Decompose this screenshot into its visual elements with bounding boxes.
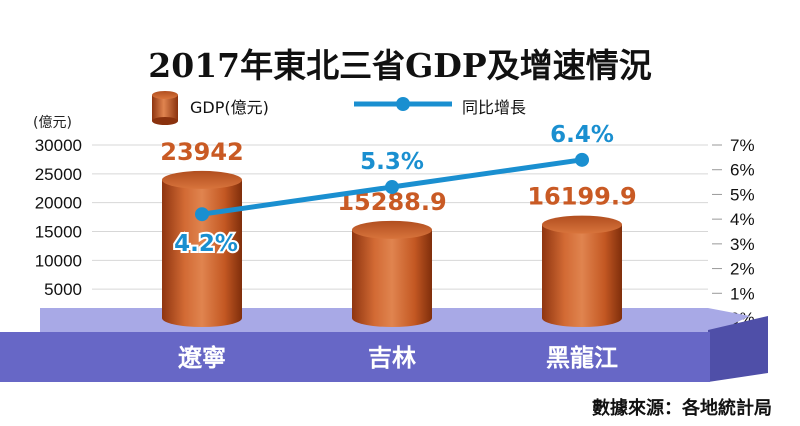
- y-left-tick-label: 10000: [35, 251, 82, 270]
- source-note: 數據來源：各地統計局: [592, 397, 772, 419]
- y-right-axis: 0%1%2%3%4%5%6%7%: [712, 136, 755, 328]
- bar-value-label: 16199.9: [527, 183, 636, 211]
- growth-line-series: [195, 152, 589, 222]
- growth-value-label: 5.3%: [360, 149, 424, 175]
- legend: GDP(億元) 同比增長: [152, 91, 526, 125]
- bar: [352, 220, 432, 327]
- bar-body: [162, 179, 242, 327]
- bar-top: [542, 215, 622, 234]
- y-right-tick-label: 6%: [730, 161, 755, 180]
- category-label: 吉林: [368, 344, 416, 372]
- legend-bar-label: GDP(億元): [190, 98, 269, 117]
- y-right-tick-label: 2%: [730, 260, 755, 279]
- y-right-tick-label: 3%: [730, 235, 755, 254]
- y-right-tick-label: 4%: [730, 210, 755, 229]
- legend-line-swatch: [354, 97, 452, 111]
- growth-value-label: 4.2%: [174, 231, 238, 257]
- growth-point: [575, 152, 589, 167]
- category-labels: 遼寧 吉林 黑龍江: [178, 344, 618, 372]
- y-right-tick-label: 1%: [730, 284, 755, 303]
- y-left-tick-label: 5000: [44, 280, 82, 299]
- growth-value-label: 6.4%: [550, 122, 614, 148]
- category-label: 遼寧: [178, 344, 226, 372]
- growth-value-labels: 4.2% 5.3% 6.4%: [172, 120, 616, 259]
- y-left-tick-label: 15000: [35, 223, 82, 242]
- y-left-tick-label: 25000: [35, 165, 82, 184]
- legend-line-label: 同比增長: [462, 98, 526, 117]
- y-right-tick-label: 7%: [730, 136, 755, 155]
- y-left-axis: 050001000015000200002500030000: [35, 136, 82, 328]
- y-left-tick-label: 20000: [35, 194, 82, 213]
- bar: [162, 170, 242, 327]
- growth-point: [195, 207, 209, 222]
- growth-point: [385, 180, 399, 195]
- bar: [542, 215, 622, 327]
- y-left-unit-label: (億元): [33, 115, 72, 131]
- bars: [162, 170, 622, 327]
- y-right-tick-label: 5%: [730, 185, 755, 204]
- bar-body: [352, 229, 432, 327]
- bar-value-label: 23942: [160, 138, 244, 166]
- y-left-tick-label: 30000: [35, 136, 82, 155]
- legend-bar-swatch: [152, 91, 178, 125]
- bar-top: [352, 220, 432, 239]
- bar-top: [162, 170, 242, 189]
- bar-body: [542, 224, 622, 327]
- chart-title: 2017年東北三省GDP及增速情況: [148, 46, 651, 85]
- category-label: 黑龍江: [546, 344, 618, 372]
